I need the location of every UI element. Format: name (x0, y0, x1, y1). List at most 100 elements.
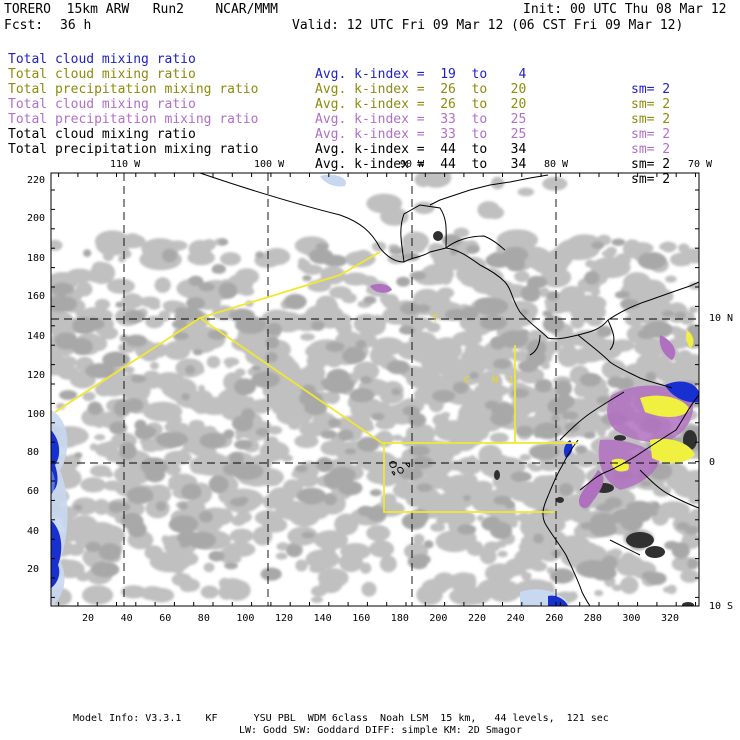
cloud-cell-dense (607, 376, 625, 388)
cloud-cell-dense (357, 436, 380, 452)
cloud-cell (416, 385, 438, 400)
box-lower (383, 443, 555, 513)
cloud-cell (440, 274, 452, 285)
cloud-cell-dense (520, 284, 541, 303)
cloud-cell (103, 480, 122, 491)
cloud-cell-dense (389, 247, 404, 255)
cloud-cell-dense (155, 431, 189, 448)
cloud-cell-dense (549, 568, 575, 584)
cloud-cell-dense (338, 480, 363, 496)
cloud-cell-dense (457, 524, 477, 535)
cloud-cell-dense (218, 238, 229, 246)
cloud-cell-dense (283, 293, 307, 310)
cloud-cell (175, 390, 210, 409)
cloud-cell-dense (207, 329, 228, 340)
lon-label-90w: 90 W (400, 159, 425, 170)
y-tick-label: 60 (27, 486, 40, 497)
cloud-cell (120, 585, 147, 599)
cloud-cell (570, 316, 585, 329)
cloud-cell-dense (59, 390, 78, 400)
legend-row: Total precipitation mixing ratio Avg. k-… (8, 97, 738, 157)
cloud-cell (478, 444, 503, 467)
cloud-cell (476, 514, 485, 522)
cloud-cell-dense (620, 298, 640, 310)
x-tick-label: 300 (622, 613, 641, 624)
cloud-cell (478, 379, 489, 388)
cloud-cell (353, 361, 380, 381)
cloud-cell (441, 411, 451, 419)
cloud-cell (340, 543, 371, 560)
cloud-cell (241, 342, 262, 355)
plot-frame (50, 172, 700, 607)
cloud-cell (165, 463, 182, 476)
cloud-cell (223, 357, 240, 367)
legend-row: Total precipitation mixing ratio Avg. k-… (8, 127, 738, 187)
cloud-cell (154, 277, 171, 293)
cloud-cell-dense (338, 429, 354, 442)
cloud-cell (198, 384, 205, 392)
graticule (51, 173, 699, 606)
cloud-cell (181, 499, 206, 517)
cloud-cell (121, 366, 135, 374)
cloud-cell (313, 530, 349, 550)
cloud-cell (121, 293, 144, 309)
cloud-cell (594, 589, 604, 597)
cloud-cell-dense (611, 238, 626, 247)
legend-field: Total cloud mixing ratio (8, 67, 196, 82)
cloud-cell (529, 465, 543, 472)
box-marker-n: N (492, 375, 498, 386)
cloud-cell (680, 569, 699, 583)
cloud-cell-dense (144, 466, 166, 483)
legend-row: Total cloud mixing ratio Avg. k-index = … (8, 52, 738, 112)
cloud-cell-dense (323, 254, 348, 267)
cloud-cell-dense (493, 358, 511, 369)
cloud-cell-dense (595, 503, 614, 513)
convective-core (433, 231, 443, 241)
cloud-cell (141, 377, 162, 389)
cloud-cell (98, 326, 119, 340)
legend-field: Total precipitation mixing ratio (8, 82, 259, 97)
cloud-cell (267, 425, 283, 435)
cloud-cell-dense (579, 373, 601, 387)
cloud-cell-dense (181, 483, 202, 500)
cloud-cell (453, 227, 470, 238)
cloud-cell (381, 407, 398, 417)
y-tick-label: 200 (27, 213, 46, 224)
convective-core (614, 435, 626, 441)
cloud-cell (583, 410, 600, 423)
cloud-cell (229, 528, 254, 544)
cloud-cell (51, 239, 63, 251)
cloud-cell-dense (574, 445, 588, 454)
cloud-cell-dense (391, 388, 401, 396)
cloud-cell-dense (399, 467, 423, 481)
cloud-cell-dense (229, 497, 247, 507)
cloud-cell-dense (349, 388, 375, 403)
cloud-cell-dense (554, 380, 573, 397)
cloud-cell (321, 393, 332, 401)
cloud-cell (380, 339, 396, 352)
cloud-cell (458, 256, 487, 274)
cloud-cell (144, 545, 164, 561)
cloud-cell (359, 562, 372, 574)
cloud-cell (80, 477, 107, 493)
cloud-cell-dense (131, 374, 147, 383)
cloud-cell (231, 515, 246, 527)
cloud-cell (416, 496, 445, 514)
legend-smoothing: sm= 2 (631, 142, 671, 157)
legend-smoothing: sm= 2 (631, 172, 671, 187)
cloud-cell-dense (584, 271, 600, 285)
cloud-cell-dense (517, 360, 539, 373)
x-tick-label: 80 (197, 613, 210, 624)
x-tick-label: 140 (313, 613, 332, 624)
cloud-cell-dense (637, 251, 667, 270)
cloud-cell (688, 282, 699, 290)
cloud-cell (434, 422, 448, 434)
cloud-cell-dense (323, 376, 355, 394)
legend-kindex: Avg. k-index = 26 to 20 (315, 97, 527, 112)
cloud-cell-dense (479, 315, 507, 331)
cloud-cell-dense (526, 275, 548, 289)
cloud-cell-dense (178, 502, 188, 510)
legend-field: Total cloud mixing ratio (8, 127, 196, 142)
cloud-cell (361, 581, 377, 597)
cloud-cell (295, 559, 308, 572)
